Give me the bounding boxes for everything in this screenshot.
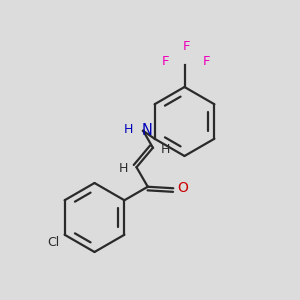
Text: H: H xyxy=(123,123,133,136)
Text: H: H xyxy=(119,162,128,175)
Text: F: F xyxy=(202,55,210,68)
Text: N: N xyxy=(142,123,152,138)
Text: Cl: Cl xyxy=(47,236,59,249)
Text: O: O xyxy=(177,181,188,195)
Text: H: H xyxy=(160,143,170,156)
Text: F: F xyxy=(161,55,169,68)
Text: F: F xyxy=(182,40,190,53)
